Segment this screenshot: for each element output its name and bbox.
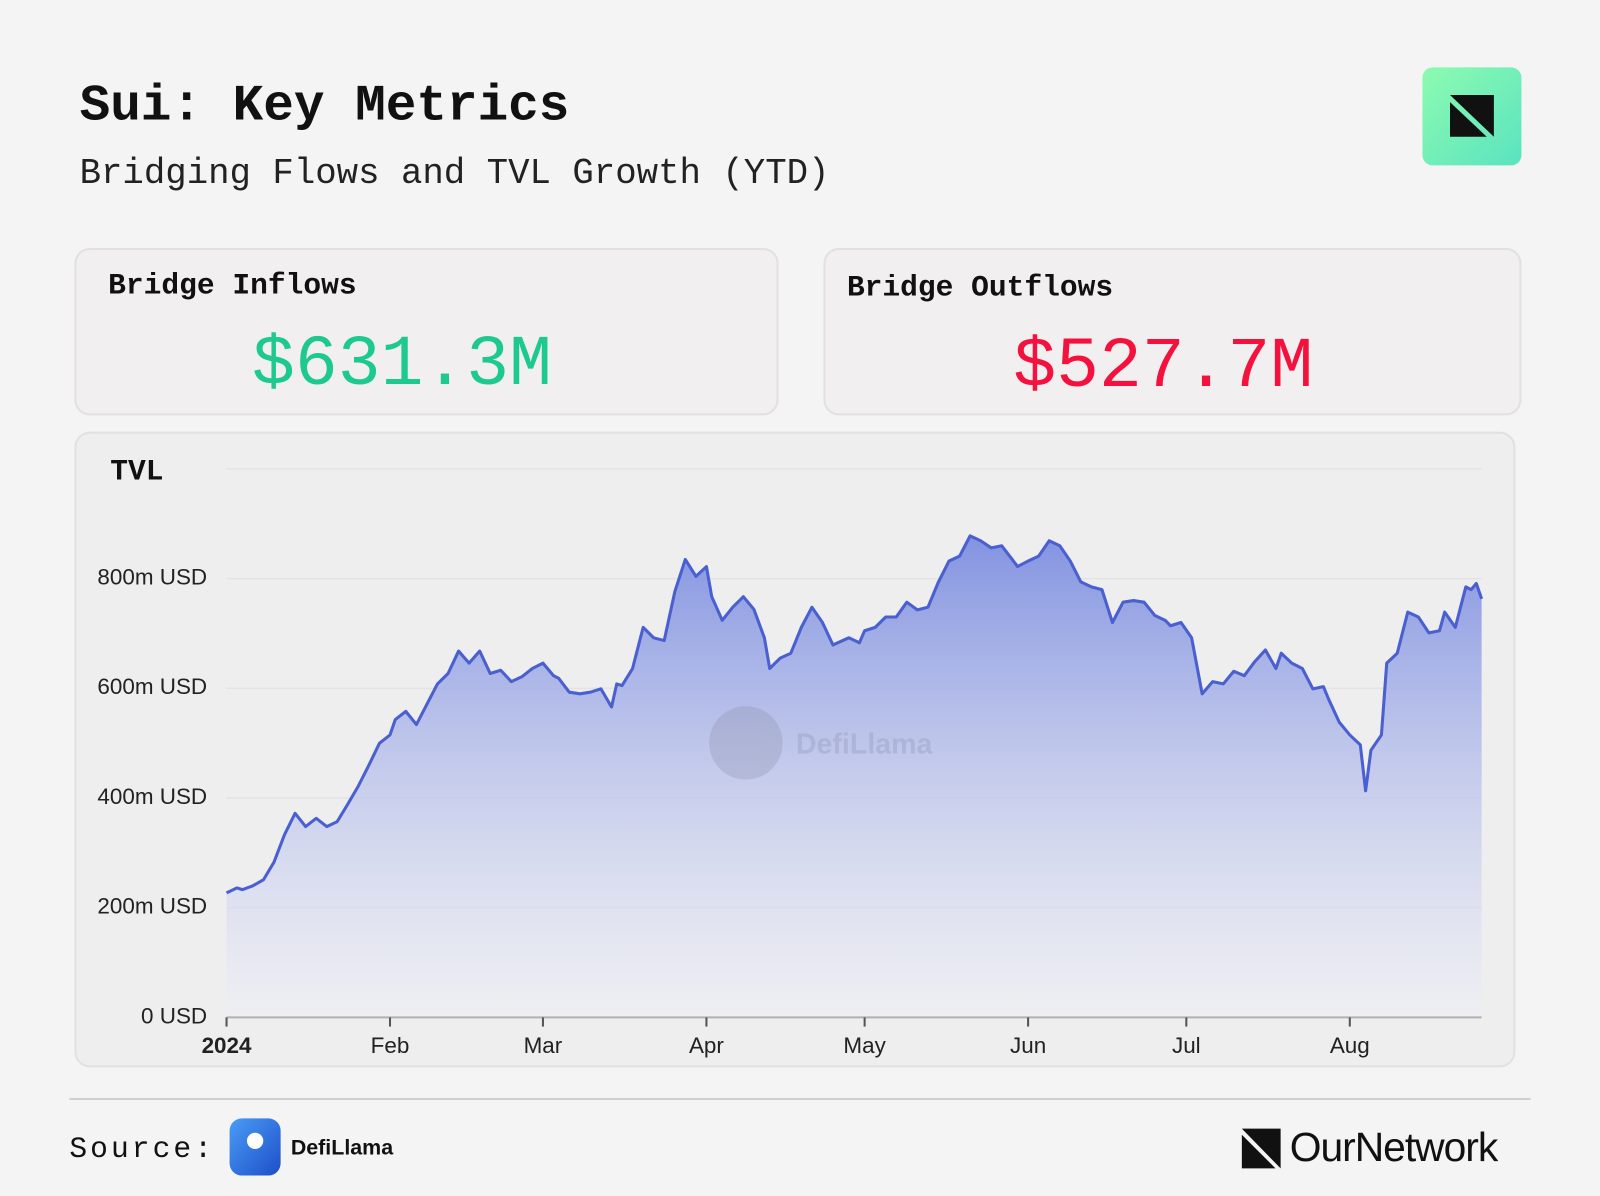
card-label: Bridge Outflows bbox=[847, 271, 1113, 305]
x-tick-label: Apr bbox=[689, 1033, 724, 1058]
page-subtitle: Bridging Flows and TVL Growth (YTD) bbox=[80, 153, 830, 194]
y-tick-label: 800m USD bbox=[97, 565, 207, 590]
x-tick-label: Jun bbox=[1010, 1033, 1046, 1058]
x-tick-label: Jul bbox=[1172, 1033, 1201, 1058]
card-value: $527.7M bbox=[1013, 328, 1313, 408]
brand-shape bbox=[1241, 1128, 1281, 1169]
watermark-icon bbox=[709, 706, 783, 780]
y-tick-label: 400m USD bbox=[97, 784, 207, 809]
card-label: Bridge Inflows bbox=[108, 269, 357, 303]
source-icon-detail bbox=[246, 1132, 264, 1150]
card: Bridge Inflows $631.3M bbox=[74, 248, 779, 416]
source-label: Source: bbox=[69, 1132, 215, 1166]
watermark: DefiLlama bbox=[709, 706, 934, 780]
card: Bridge Outflows $527.7M bbox=[823, 248, 1522, 416]
y-tick-label: 200m USD bbox=[97, 894, 207, 919]
area-fill bbox=[226, 535, 1482, 1018]
brand-mark bbox=[1241, 1128, 1281, 1169]
x-tick-label: 2024 bbox=[202, 1033, 252, 1058]
page-title: Sui: Key Metrics bbox=[80, 79, 570, 136]
chart-title: TVL bbox=[110, 454, 163, 488]
source-logo bbox=[229, 1118, 281, 1176]
y-tick-label: 600m USD bbox=[97, 674, 207, 699]
logo-tile bbox=[1422, 67, 1522, 166]
brand-name: OurNetwork bbox=[1290, 1124, 1499, 1170]
y-tick-label: 0 USD bbox=[141, 1003, 207, 1028]
x-tick-label: Aug bbox=[1330, 1033, 1370, 1058]
plot: 0 USD 200m USD 400m USD 600m USD 800m USD 202… bbox=[97, 468, 1484, 1058]
source-name: DefiLlama bbox=[291, 1136, 394, 1160]
card-box bbox=[823, 248, 1522, 416]
card-box bbox=[74, 248, 779, 416]
brand-shape bbox=[1241, 1134, 1276, 1169]
tvl-line bbox=[225, 534, 1484, 895]
brand-logo bbox=[1422, 67, 1522, 166]
x-tick-label: Feb bbox=[371, 1033, 410, 1058]
watermark-text: DefiLlama bbox=[796, 729, 934, 761]
x-tick-label: May bbox=[843, 1033, 886, 1058]
x-tick-label: Mar bbox=[524, 1033, 563, 1058]
card-value: $631.3M bbox=[252, 326, 552, 406]
